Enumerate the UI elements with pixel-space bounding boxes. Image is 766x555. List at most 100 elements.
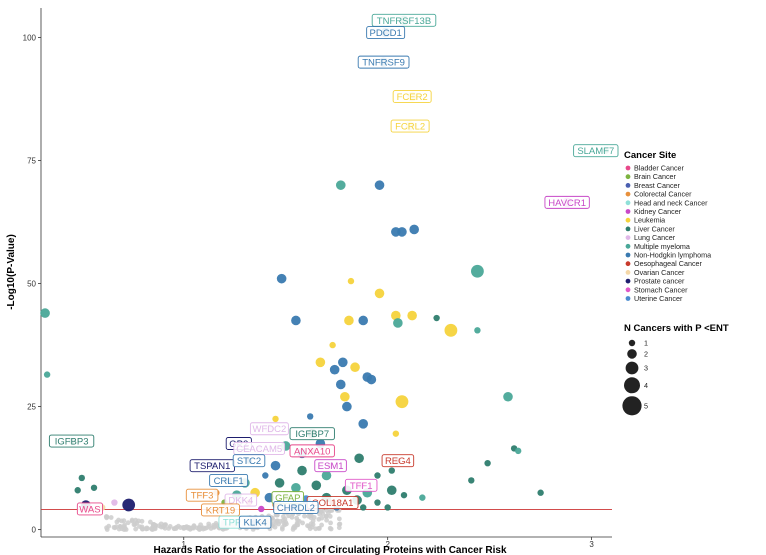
point-label: IGFBP7 xyxy=(289,427,335,441)
nonsignificant-point xyxy=(125,520,131,526)
nonsignificant-point xyxy=(140,526,145,532)
point-label-box xyxy=(371,13,437,27)
point-label-box xyxy=(544,195,590,209)
data-point xyxy=(43,371,51,378)
legend-size-label: 4 xyxy=(644,381,648,390)
point-label-text: TFF1 xyxy=(350,481,373,492)
data-point xyxy=(514,447,522,455)
data-point xyxy=(350,362,360,373)
legend-label: Brain Cancer xyxy=(634,172,677,181)
nonsignificant-point xyxy=(211,524,217,530)
nonsignificant-point xyxy=(295,518,301,523)
nonsignificant-point xyxy=(167,524,173,529)
data-point xyxy=(474,327,481,334)
nonsignificant-point xyxy=(113,524,119,530)
point-label-box xyxy=(289,427,335,441)
point-label: KLK4 xyxy=(238,515,272,529)
nonsignificant-point xyxy=(198,522,204,528)
legend-swatch xyxy=(625,243,631,249)
x-ticks: 1 2 3 xyxy=(182,537,594,549)
data-point xyxy=(409,224,419,235)
point-label-text: CHRDL2 xyxy=(277,503,315,514)
point-label-text: TNFRSF13B xyxy=(377,16,431,27)
nonsignificant-point xyxy=(129,517,135,523)
nonsignificant-point xyxy=(280,525,285,530)
point-label-text: PDCD1 xyxy=(370,28,402,39)
point-label-text: WAS xyxy=(79,504,100,515)
y-tick-label: 100 xyxy=(23,34,37,43)
data-point xyxy=(347,277,355,285)
legend-label: Multiple myeloma xyxy=(634,242,690,251)
legend-swatch xyxy=(625,270,631,275)
point-label: WFDC2 xyxy=(249,422,289,436)
data-point xyxy=(74,487,81,494)
point-label: CRLF1 xyxy=(209,473,249,487)
nonsignificant-point xyxy=(133,526,139,532)
point-label: TNFRSF13B xyxy=(371,13,437,27)
nonsignificant-point xyxy=(336,516,342,522)
point-label: SLAMF7 xyxy=(573,144,619,157)
data-point xyxy=(354,453,364,464)
data-point xyxy=(274,478,285,488)
point-label-text: TPP1 xyxy=(223,518,247,529)
point-label: ESM1 xyxy=(314,459,347,473)
nonsignificant-point xyxy=(324,508,330,513)
legend-swatch xyxy=(625,191,631,197)
legend-size-dot xyxy=(622,396,642,416)
legend-swatch xyxy=(625,217,631,223)
legend-swatch xyxy=(625,226,631,232)
point-label: CHRDL2 xyxy=(273,501,319,514)
data-point xyxy=(468,477,475,484)
legend-size-label: 3 xyxy=(644,364,648,373)
data-point xyxy=(388,467,395,474)
y-tick-label: 0 xyxy=(32,526,37,535)
data-point xyxy=(329,341,336,349)
legend-size-dot xyxy=(624,377,640,394)
point-label-text: IGFBP3 xyxy=(55,437,89,448)
data-point xyxy=(111,499,118,506)
point-label: KRT19 xyxy=(201,503,240,516)
data-point xyxy=(315,357,326,368)
point-label-text: CRLF1 xyxy=(214,476,244,487)
legend-label: Lung Cancer xyxy=(634,233,676,242)
point-label-box xyxy=(185,488,219,502)
point-label: ANXA10 xyxy=(289,444,335,457)
nonsignificant-point xyxy=(133,517,139,523)
point-label: REG4 xyxy=(381,454,415,467)
nonsignificant-point xyxy=(324,517,330,523)
point-label-text: HAVCR1 xyxy=(548,198,586,209)
nonsignificant-point xyxy=(327,525,333,531)
data-point xyxy=(321,470,332,481)
nonsignificant-point xyxy=(163,522,169,528)
nonsignificant-point xyxy=(114,519,120,525)
y-tick-label: 25 xyxy=(27,403,36,412)
data-point xyxy=(374,499,381,506)
data-point xyxy=(444,323,458,337)
nonsignificant-point xyxy=(119,526,125,532)
point-label-box xyxy=(238,515,272,529)
data-point xyxy=(391,310,401,321)
data-point xyxy=(419,494,426,501)
point-label-box xyxy=(249,422,289,436)
legend-label: Kidney Cancer xyxy=(634,207,682,216)
nonsignificant-point xyxy=(284,521,289,527)
point-label-box xyxy=(390,119,430,133)
point-label-box xyxy=(209,473,249,487)
data-point xyxy=(366,374,377,385)
nonsignificant-point xyxy=(197,526,203,532)
data-point xyxy=(335,379,346,390)
nonsignificant-point xyxy=(270,522,276,527)
nonsignificant-point xyxy=(104,525,109,531)
nonsignificant-point xyxy=(191,523,197,529)
data-point xyxy=(374,472,381,479)
data-point xyxy=(484,459,491,467)
data-point xyxy=(276,273,287,284)
data-point xyxy=(384,504,391,511)
point-label-box xyxy=(314,459,347,473)
point-label-text: TNFRSF9 xyxy=(362,58,405,69)
data-point xyxy=(358,315,369,326)
nonsignificant-point xyxy=(290,527,296,532)
point-label: TNFRSF9 xyxy=(357,55,410,69)
